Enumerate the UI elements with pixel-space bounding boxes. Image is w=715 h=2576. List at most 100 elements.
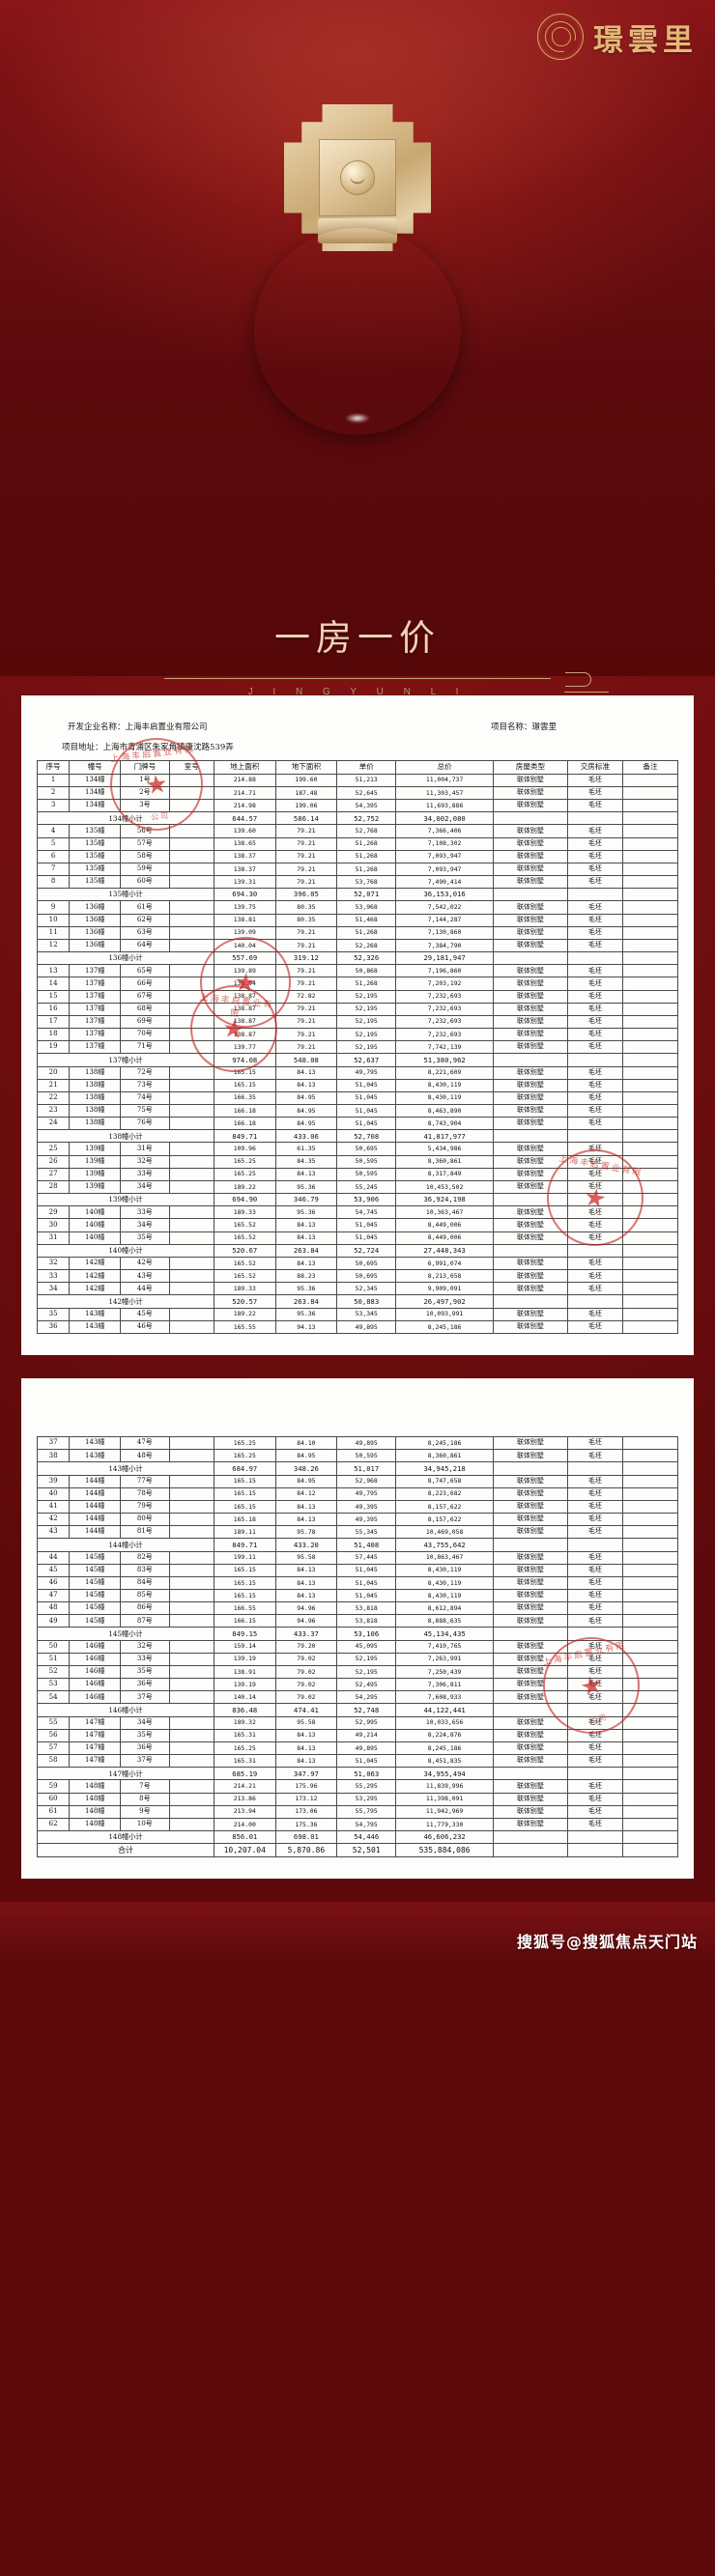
cell-unit-price: 52,495	[336, 1678, 397, 1692]
cell-delivery-standard: 毛坯	[566, 1027, 623, 1042]
cell-unit-price: 50,695	[336, 1257, 397, 1271]
cell-room	[168, 1792, 214, 1806]
cell-above-area: 166.35	[213, 1090, 276, 1105]
cell-door: 59号	[120, 862, 170, 876]
cell-unit-price: 50,695	[336, 1269, 397, 1284]
cell-below-area: 84.13	[274, 1741, 338, 1756]
table-row: 59 148幢 7号 214.21 175.96 55,295 11,839,996 联体别墅…	[36, 1779, 679, 1794]
cell-house-type: 联体别墅	[492, 1257, 568, 1271]
cell-below-area: 84.13	[274, 1167, 338, 1181]
cell-total-price: 7,093,947	[395, 862, 494, 876]
cell-index: 47	[36, 1588, 71, 1603]
cell-building: 147幢	[69, 1753, 122, 1769]
cell-index: 51	[36, 1652, 71, 1666]
cell-house-type: 联体别墅	[492, 1282, 568, 1296]
cell-remark	[621, 1090, 679, 1105]
table-row: 14 137幢 66号 138.94 79.21 51,268 7,203,192 联体别墅毛…	[36, 977, 679, 991]
cell-house-type: 联体别墅	[492, 1741, 568, 1756]
hero-banner: 璟雲里 一房一价 J I N G Y U N L I	[0, 0, 715, 697]
cell-door: 63号	[120, 925, 170, 940]
subtotal-remark	[621, 1538, 679, 1552]
cell-building: 143幢	[69, 1435, 122, 1451]
subtotal-unit-price: 52,326	[336, 950, 397, 966]
cell-total-price: 8,463,890	[395, 1103, 494, 1118]
cell-total-price: 8,430,119	[395, 1090, 494, 1105]
cell-total-price: 8,430,119	[395, 1575, 494, 1590]
cell-index: 27	[36, 1167, 71, 1181]
cell-above-area: 139.60	[213, 824, 276, 838]
cell-delivery-standard: 毛坯	[566, 1563, 623, 1577]
price-table: 37 143幢 47号 165.25 84.10 49,895 8,245,186 联体别墅毛…	[36, 1435, 679, 1858]
cell-building: 148幢	[69, 1817, 122, 1831]
subtotal-delivery-standard	[566, 1129, 623, 1144]
cell-delivery-standard: 毛坯	[566, 849, 623, 863]
cell-below-area: 94.13	[274, 1319, 338, 1335]
cell-room	[168, 1154, 214, 1169]
table-subtotal-row: 134幢小计 644.57 586.14 52,752 34,002,080	[37, 811, 679, 826]
cell-unit-price: 50,595	[336, 1449, 397, 1463]
cell-door: 80号	[120, 1512, 170, 1527]
cell-total-price: 8,451,835	[395, 1753, 494, 1769]
table-row: 61 148幢 9号 213.94 173.06 55,795 11,942,969 联体别墅…	[36, 1804, 679, 1819]
cell-index: 2	[36, 785, 71, 801]
cell-total-price: 7,542,022	[395, 900, 494, 915]
cell-house-type: 联体别墅	[492, 874, 568, 890]
cell-below-area: 84.10	[274, 1435, 338, 1451]
cell-door: 36号	[120, 1741, 170, 1756]
cell-building: 140幢	[69, 1218, 122, 1232]
cell-house-type: 联体别墅	[492, 977, 568, 991]
cell-above-area: 139.75	[213, 900, 276, 915]
cell-total-price: 9,909,091	[395, 1282, 494, 1296]
brand-pinyin: J I N G Y U N L I	[247, 687, 468, 697]
cell-index: 29	[36, 1205, 71, 1220]
cell-door: 81号	[120, 1525, 170, 1540]
cell-index: 15	[36, 989, 71, 1004]
cell-total-price: 11,693,886	[395, 798, 494, 813]
cell-total-price: 11,004,737	[395, 773, 494, 787]
subtotal-below-area: 433.06	[274, 1129, 338, 1144]
cell-above-area: 139.09	[213, 925, 276, 940]
cell-index: 8	[36, 874, 71, 890]
table-row: 25 139幢 31号 109.96 61.35 50,695 5,434,986 联体别墅毛…	[36, 1142, 679, 1156]
cell-room	[168, 1090, 214, 1105]
page-title: 一房一价	[274, 617, 441, 659]
subtotal-above-area: 694.90	[213, 1192, 276, 1207]
cell-house-type: 联体别墅	[492, 1664, 568, 1680]
cell-unit-price: 49,795	[336, 1486, 397, 1501]
subtotal-remark	[621, 1703, 679, 1717]
cell-above-area: 138.87	[213, 1002, 276, 1016]
cell-index: 28	[36, 1179, 71, 1194]
cell-room	[168, 1575, 214, 1590]
subtotal-unit-price: 52,071	[336, 888, 397, 902]
cell-delivery-standard: 毛坯	[566, 1525, 623, 1540]
subtotal-below-area: 348.26	[274, 1461, 338, 1476]
cell-room	[168, 1179, 214, 1194]
cell-unit-price: 52,195	[336, 1040, 397, 1055]
cell-room	[168, 1014, 214, 1029]
subtotal-above-area: 836.48	[213, 1703, 276, 1717]
cell-remark	[621, 1154, 679, 1169]
table-total-row: 合计 10,207.04 5,870.86 52,501 535,884,086	[37, 1843, 679, 1858]
table-subtotal-row: 136幢小计 557.69 319.12 52,326 29,181,947	[37, 950, 679, 966]
cell-delivery-standard: 毛坯	[566, 1499, 623, 1514]
cell-door: 82号	[120, 1550, 170, 1565]
cell-index: 44	[36, 1550, 71, 1565]
cell-index: 41	[36, 1499, 71, 1514]
subtotal-unit-price: 52,708	[336, 1129, 397, 1144]
cell-total-price: 8,221,609	[395, 1065, 494, 1080]
cell-below-area: 95.58	[274, 1550, 338, 1565]
cell-unit-price: 51,213	[336, 773, 397, 787]
table-subtotal-row: 138幢小计 849.71 433.06 52,708 41,817,977	[37, 1129, 679, 1144]
cell-below-area: 84.13	[274, 1588, 338, 1603]
total-above-area: 10,207.04	[213, 1843, 276, 1858]
cell-above-area: 214.88	[213, 773, 276, 787]
subtotal-total-price: 27,448,343	[395, 1243, 494, 1259]
cell-above-area: 213.94	[213, 1804, 276, 1819]
table-row: 28 139幢 34号 189.22 95.36 55,245 10,453,502 联体别墅…	[36, 1179, 679, 1194]
cell-delivery-standard: 毛坯	[566, 1269, 623, 1284]
cell-remark	[621, 1601, 679, 1616]
cell-house-type: 联体别墅	[492, 1307, 568, 1321]
cell-building: 138幢	[69, 1078, 122, 1092]
table-row: 38 143幢 48号 165.25 84.95 50,595 8,360,861 联体别墅毛…	[36, 1449, 679, 1463]
cell-index: 34	[36, 1282, 71, 1296]
